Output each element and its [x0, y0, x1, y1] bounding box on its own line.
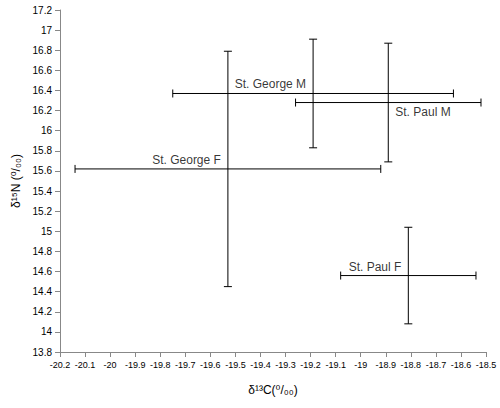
svg-text:-18.6: -18.6	[451, 360, 472, 370]
svg-text:-20.1: -20.1	[75, 360, 96, 370]
svg-text:14.2: 14.2	[33, 306, 53, 317]
svg-text:-18.5: -18.5	[476, 360, 497, 370]
svg-text:-19.3: -19.3	[275, 360, 296, 370]
svg-text:14.6: 14.6	[33, 266, 53, 277]
svg-text:16.8: 16.8	[33, 45, 53, 56]
svg-text:St. Paul M: St. Paul M	[395, 105, 450, 119]
svg-text:16.4: 16.4	[33, 85, 53, 96]
svg-text:13.8: 13.8	[33, 347, 53, 358]
svg-text:St. George M: St. George M	[235, 77, 306, 91]
svg-text:-19.4: -19.4	[250, 360, 271, 370]
svg-text:16.6: 16.6	[33, 65, 53, 76]
svg-text:15: 15	[41, 226, 53, 237]
svg-text:δ¹³C(⁰/₀₀): δ¹³C(⁰/₀₀)	[248, 383, 297, 397]
svg-text:16: 16	[41, 125, 53, 136]
svg-text:15.8: 15.8	[33, 145, 53, 156]
svg-text:14.8: 14.8	[33, 246, 53, 257]
svg-text:16.2: 16.2	[33, 105, 53, 116]
svg-text:-18.9: -18.9	[376, 360, 397, 370]
svg-text:δ¹⁵N (⁰/₀₀): δ¹⁵N (⁰/₀₀)	[9, 154, 23, 208]
svg-text:15.4: 15.4	[33, 186, 53, 197]
svg-text:-20: -20	[104, 360, 117, 370]
svg-text:St. George F: St. George F	[152, 153, 221, 167]
svg-text:14: 14	[41, 326, 53, 337]
svg-text:15.2: 15.2	[33, 206, 53, 217]
svg-text:-19.9: -19.9	[125, 360, 146, 370]
svg-text:-19.5: -19.5	[225, 360, 246, 370]
svg-text:-19.7: -19.7	[175, 360, 196, 370]
svg-text:-19.6: -19.6	[200, 360, 221, 370]
svg-text:-19: -19	[354, 360, 367, 370]
svg-text:17.2: 17.2	[33, 5, 53, 16]
svg-text:14.4: 14.4	[33, 286, 53, 297]
svg-text:-19.1: -19.1	[325, 360, 346, 370]
svg-text:-20.2: -20.2	[50, 360, 71, 370]
svg-text:15.6: 15.6	[33, 165, 53, 176]
svg-text:St. Paul F: St. Paul F	[349, 260, 402, 274]
svg-text:-19.2: -19.2	[300, 360, 321, 370]
svg-text:-19.8: -19.8	[150, 360, 171, 370]
svg-text:-18.8: -18.8	[401, 360, 422, 370]
svg-text:-18.7: -18.7	[426, 360, 447, 370]
svg-text:17: 17	[41, 25, 53, 36]
